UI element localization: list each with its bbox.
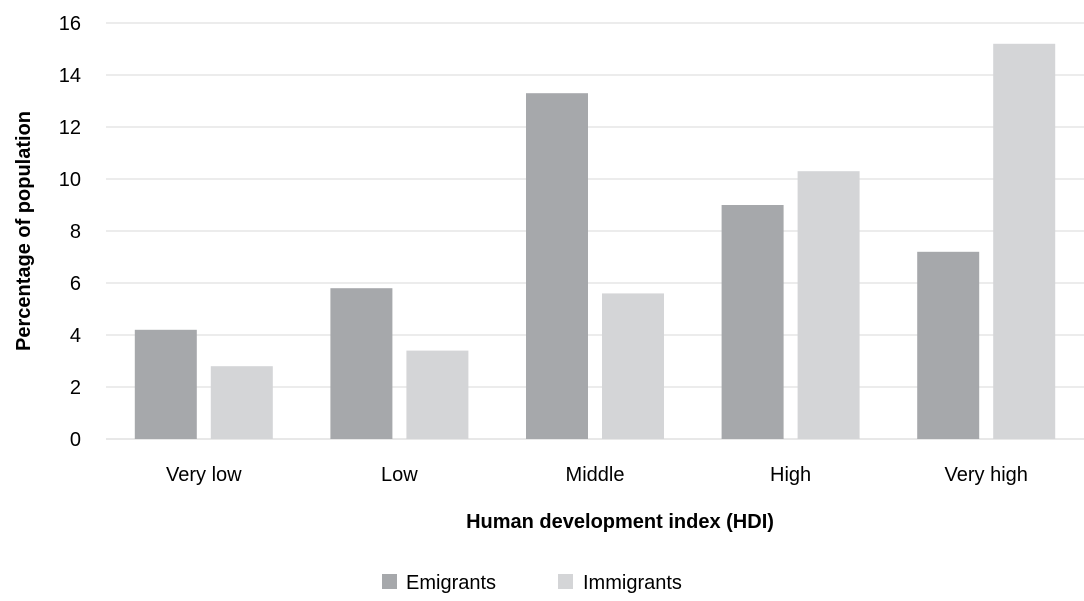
legend-label-emigrants: Emigrants	[406, 572, 496, 594]
y-tick-label: 8	[70, 221, 81, 243]
x-tick-label: Very high	[945, 464, 1028, 486]
x-tick-label: High	[770, 464, 811, 486]
legend-swatch-immigrants	[558, 574, 573, 589]
y-tick-label: 4	[70, 325, 81, 347]
x-tick-label: Middle	[566, 464, 625, 486]
x-tick-label: Low	[381, 464, 418, 486]
y-tick-label: 16	[59, 13, 81, 35]
x-tick-label: Very low	[166, 464, 242, 486]
legend-swatch-emigrants	[382, 574, 397, 589]
bar-emigrants-very-low	[134, 329, 197, 439]
y-tick-label: 12	[59, 117, 81, 139]
y-tick-label: 6	[70, 273, 81, 295]
y-tick-label: 0	[70, 429, 81, 451]
y-tick-label: 14	[59, 65, 81, 87]
bar-emigrants-low	[330, 288, 393, 439]
bar-emigrants-middle	[526, 93, 588, 439]
bar-immigrants-high	[797, 171, 860, 439]
bar-immigrants-middle	[602, 293, 664, 439]
x-axis-ticks: Very low Low Middle High Very high	[166, 464, 1028, 486]
legend-label-immigrants: Immigrants	[583, 572, 682, 594]
bars	[134, 43, 1056, 440]
bar-immigrants-very-low	[210, 366, 273, 439]
bar-immigrants-low	[406, 350, 469, 439]
x-axis-title: Human development index (HDI)	[466, 511, 774, 533]
bar-emigrants-very-high	[917, 251, 980, 439]
y-axis-ticks: 0 2 4 6 8 10 12 14 16	[59, 13, 81, 451]
y-tick-label: 10	[59, 169, 81, 191]
y-tick-label: 2	[70, 377, 81, 399]
bar-immigrants-very-high	[993, 43, 1056, 440]
y-axis-title: Percentage of population	[13, 111, 35, 351]
legend: Emigrants Immigrants	[382, 572, 682, 594]
bar-emigrants-high	[721, 205, 784, 439]
